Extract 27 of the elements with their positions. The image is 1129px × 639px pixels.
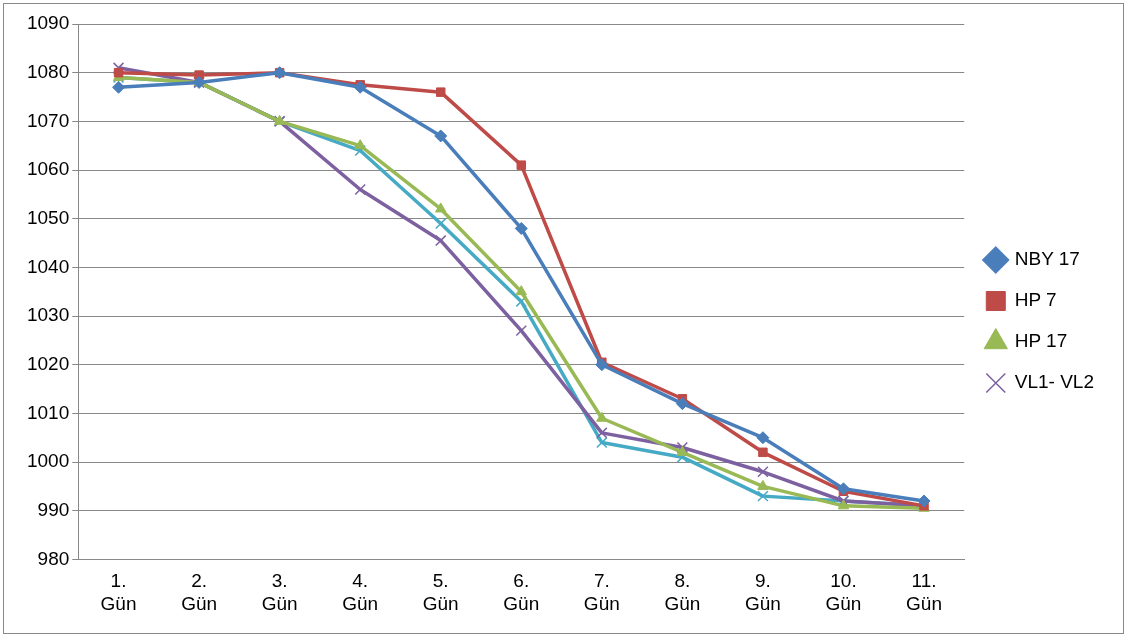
x-tick-label: 9. Gün <box>744 570 781 614</box>
legend-label: VL1- VL2 <box>1014 371 1095 393</box>
y-tick-label: 1000 <box>26 450 70 472</box>
y-tick-label: 1080 <box>26 60 70 82</box>
y-tick-label: 1030 <box>26 304 70 326</box>
x-tick-label: 11. Gün <box>906 570 942 614</box>
x-tick-label: 8. Gün <box>664 570 701 614</box>
legend-label: NBY 17 <box>1014 248 1080 270</box>
y-tick-label: 980 <box>37 547 70 569</box>
x-tick-label: 2. Gün <box>181 570 218 614</box>
x-tick-label: 3. Gün <box>261 570 298 614</box>
x-tick-label: 7. Gün <box>583 570 620 614</box>
legend-label: HP 17 <box>1014 330 1068 352</box>
x-tick-label: 4. Gün <box>342 570 379 614</box>
x-tick-label: 1. Gün <box>100 570 137 614</box>
y-tick-label: 1060 <box>26 158 70 180</box>
y-tick-label: 1050 <box>26 206 70 228</box>
y-tick-label: 1040 <box>26 255 70 277</box>
y-tick-label: 1070 <box>26 109 70 131</box>
x-tick-label: 5. Gün <box>422 570 459 614</box>
x-tick-label: 10. Gün <box>825 570 862 614</box>
x-tick-label: 6. Gün <box>503 570 540 614</box>
y-tick-label: 1010 <box>26 401 70 423</box>
y-tick-label: 1090 <box>26 12 70 34</box>
y-tick-label: 990 <box>37 498 70 520</box>
legend-label: HP 7 <box>1014 289 1057 311</box>
y-tick-label: 1020 <box>26 352 70 374</box>
